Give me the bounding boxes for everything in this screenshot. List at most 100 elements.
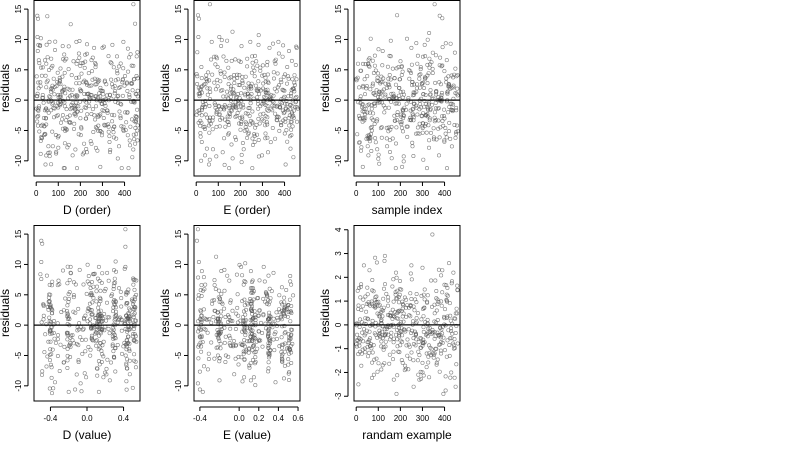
data-point xyxy=(134,74,139,79)
data-point xyxy=(386,76,391,81)
data-point xyxy=(204,77,209,82)
data-point xyxy=(361,297,366,302)
data-point xyxy=(444,292,449,297)
data-point xyxy=(261,86,266,91)
data-point xyxy=(253,315,258,320)
data-point xyxy=(220,116,225,121)
data-point xyxy=(196,293,201,298)
data-point xyxy=(243,319,248,324)
data-point xyxy=(127,95,132,100)
data-point xyxy=(131,98,136,103)
data-point xyxy=(235,320,240,325)
data-point xyxy=(238,115,243,120)
data-point xyxy=(92,45,97,50)
data-point xyxy=(49,311,54,316)
data-point xyxy=(55,79,60,84)
data-point xyxy=(243,279,248,284)
data-point xyxy=(105,110,110,115)
data-point xyxy=(454,362,459,367)
x-tick-label: 400 xyxy=(278,189,292,198)
data-point xyxy=(447,105,452,110)
data-point xyxy=(287,351,292,356)
data-point xyxy=(413,333,418,338)
data-point xyxy=(445,285,450,290)
data-point xyxy=(198,340,203,345)
data-point xyxy=(280,302,285,307)
data-point xyxy=(397,321,402,326)
data-point xyxy=(281,342,286,347)
data-point xyxy=(450,108,455,113)
data-point xyxy=(279,80,284,85)
data-point xyxy=(399,120,404,125)
data-point xyxy=(44,153,49,158)
data-point xyxy=(45,304,50,309)
data-point xyxy=(369,125,374,130)
data-point xyxy=(76,327,81,332)
data-point xyxy=(131,331,136,336)
data-point xyxy=(218,324,223,329)
data-point xyxy=(233,105,238,110)
x-tick-label: 0 xyxy=(354,189,359,198)
data-point xyxy=(255,95,260,100)
data-point xyxy=(431,135,436,140)
data-point xyxy=(245,111,250,116)
data-point xyxy=(436,118,441,123)
data-point xyxy=(75,109,80,114)
data-point xyxy=(357,324,362,329)
data-point xyxy=(200,84,205,89)
data-point xyxy=(52,380,57,385)
data-point xyxy=(286,332,291,337)
data-point xyxy=(409,296,414,301)
y-tick-label: -10 xyxy=(14,379,23,391)
data-point xyxy=(35,16,40,21)
data-point xyxy=(202,364,207,369)
data-point xyxy=(382,327,387,332)
data-point xyxy=(393,270,398,275)
data-point xyxy=(202,316,207,321)
data-point xyxy=(50,63,55,68)
data-point xyxy=(406,367,411,372)
data-point xyxy=(66,67,71,72)
data-point xyxy=(213,62,218,67)
data-point xyxy=(127,138,132,143)
data-point xyxy=(251,357,256,362)
data-point xyxy=(397,278,402,283)
data-point xyxy=(282,300,287,305)
data-point xyxy=(395,110,400,115)
data-point xyxy=(419,336,424,341)
data-point xyxy=(436,299,441,304)
data-point xyxy=(283,162,288,167)
data-point xyxy=(87,104,92,109)
data-point xyxy=(46,339,51,344)
data-point xyxy=(392,76,397,81)
data-point xyxy=(379,125,384,130)
data-point xyxy=(281,74,286,79)
data-point xyxy=(386,295,391,300)
data-point xyxy=(289,360,294,365)
data-point xyxy=(119,304,124,309)
data-point xyxy=(387,150,392,155)
data-point xyxy=(274,115,279,120)
data-point xyxy=(52,336,57,341)
data-point xyxy=(47,154,52,159)
data-point xyxy=(118,289,123,294)
data-point xyxy=(126,334,131,339)
data-point xyxy=(39,276,44,281)
data-point xyxy=(436,153,441,158)
data-point xyxy=(46,144,51,149)
data-point xyxy=(128,143,133,148)
data-point xyxy=(448,41,453,46)
data-point xyxy=(240,80,245,85)
data-point xyxy=(388,313,393,318)
data-point xyxy=(372,63,377,68)
data-point xyxy=(109,360,114,365)
data-point xyxy=(276,39,281,44)
data-point xyxy=(65,264,70,269)
data-point xyxy=(243,261,248,266)
data-point xyxy=(394,275,399,280)
data-point xyxy=(78,116,83,121)
data-point xyxy=(405,337,410,342)
data-point xyxy=(106,124,111,129)
data-point xyxy=(86,71,91,76)
